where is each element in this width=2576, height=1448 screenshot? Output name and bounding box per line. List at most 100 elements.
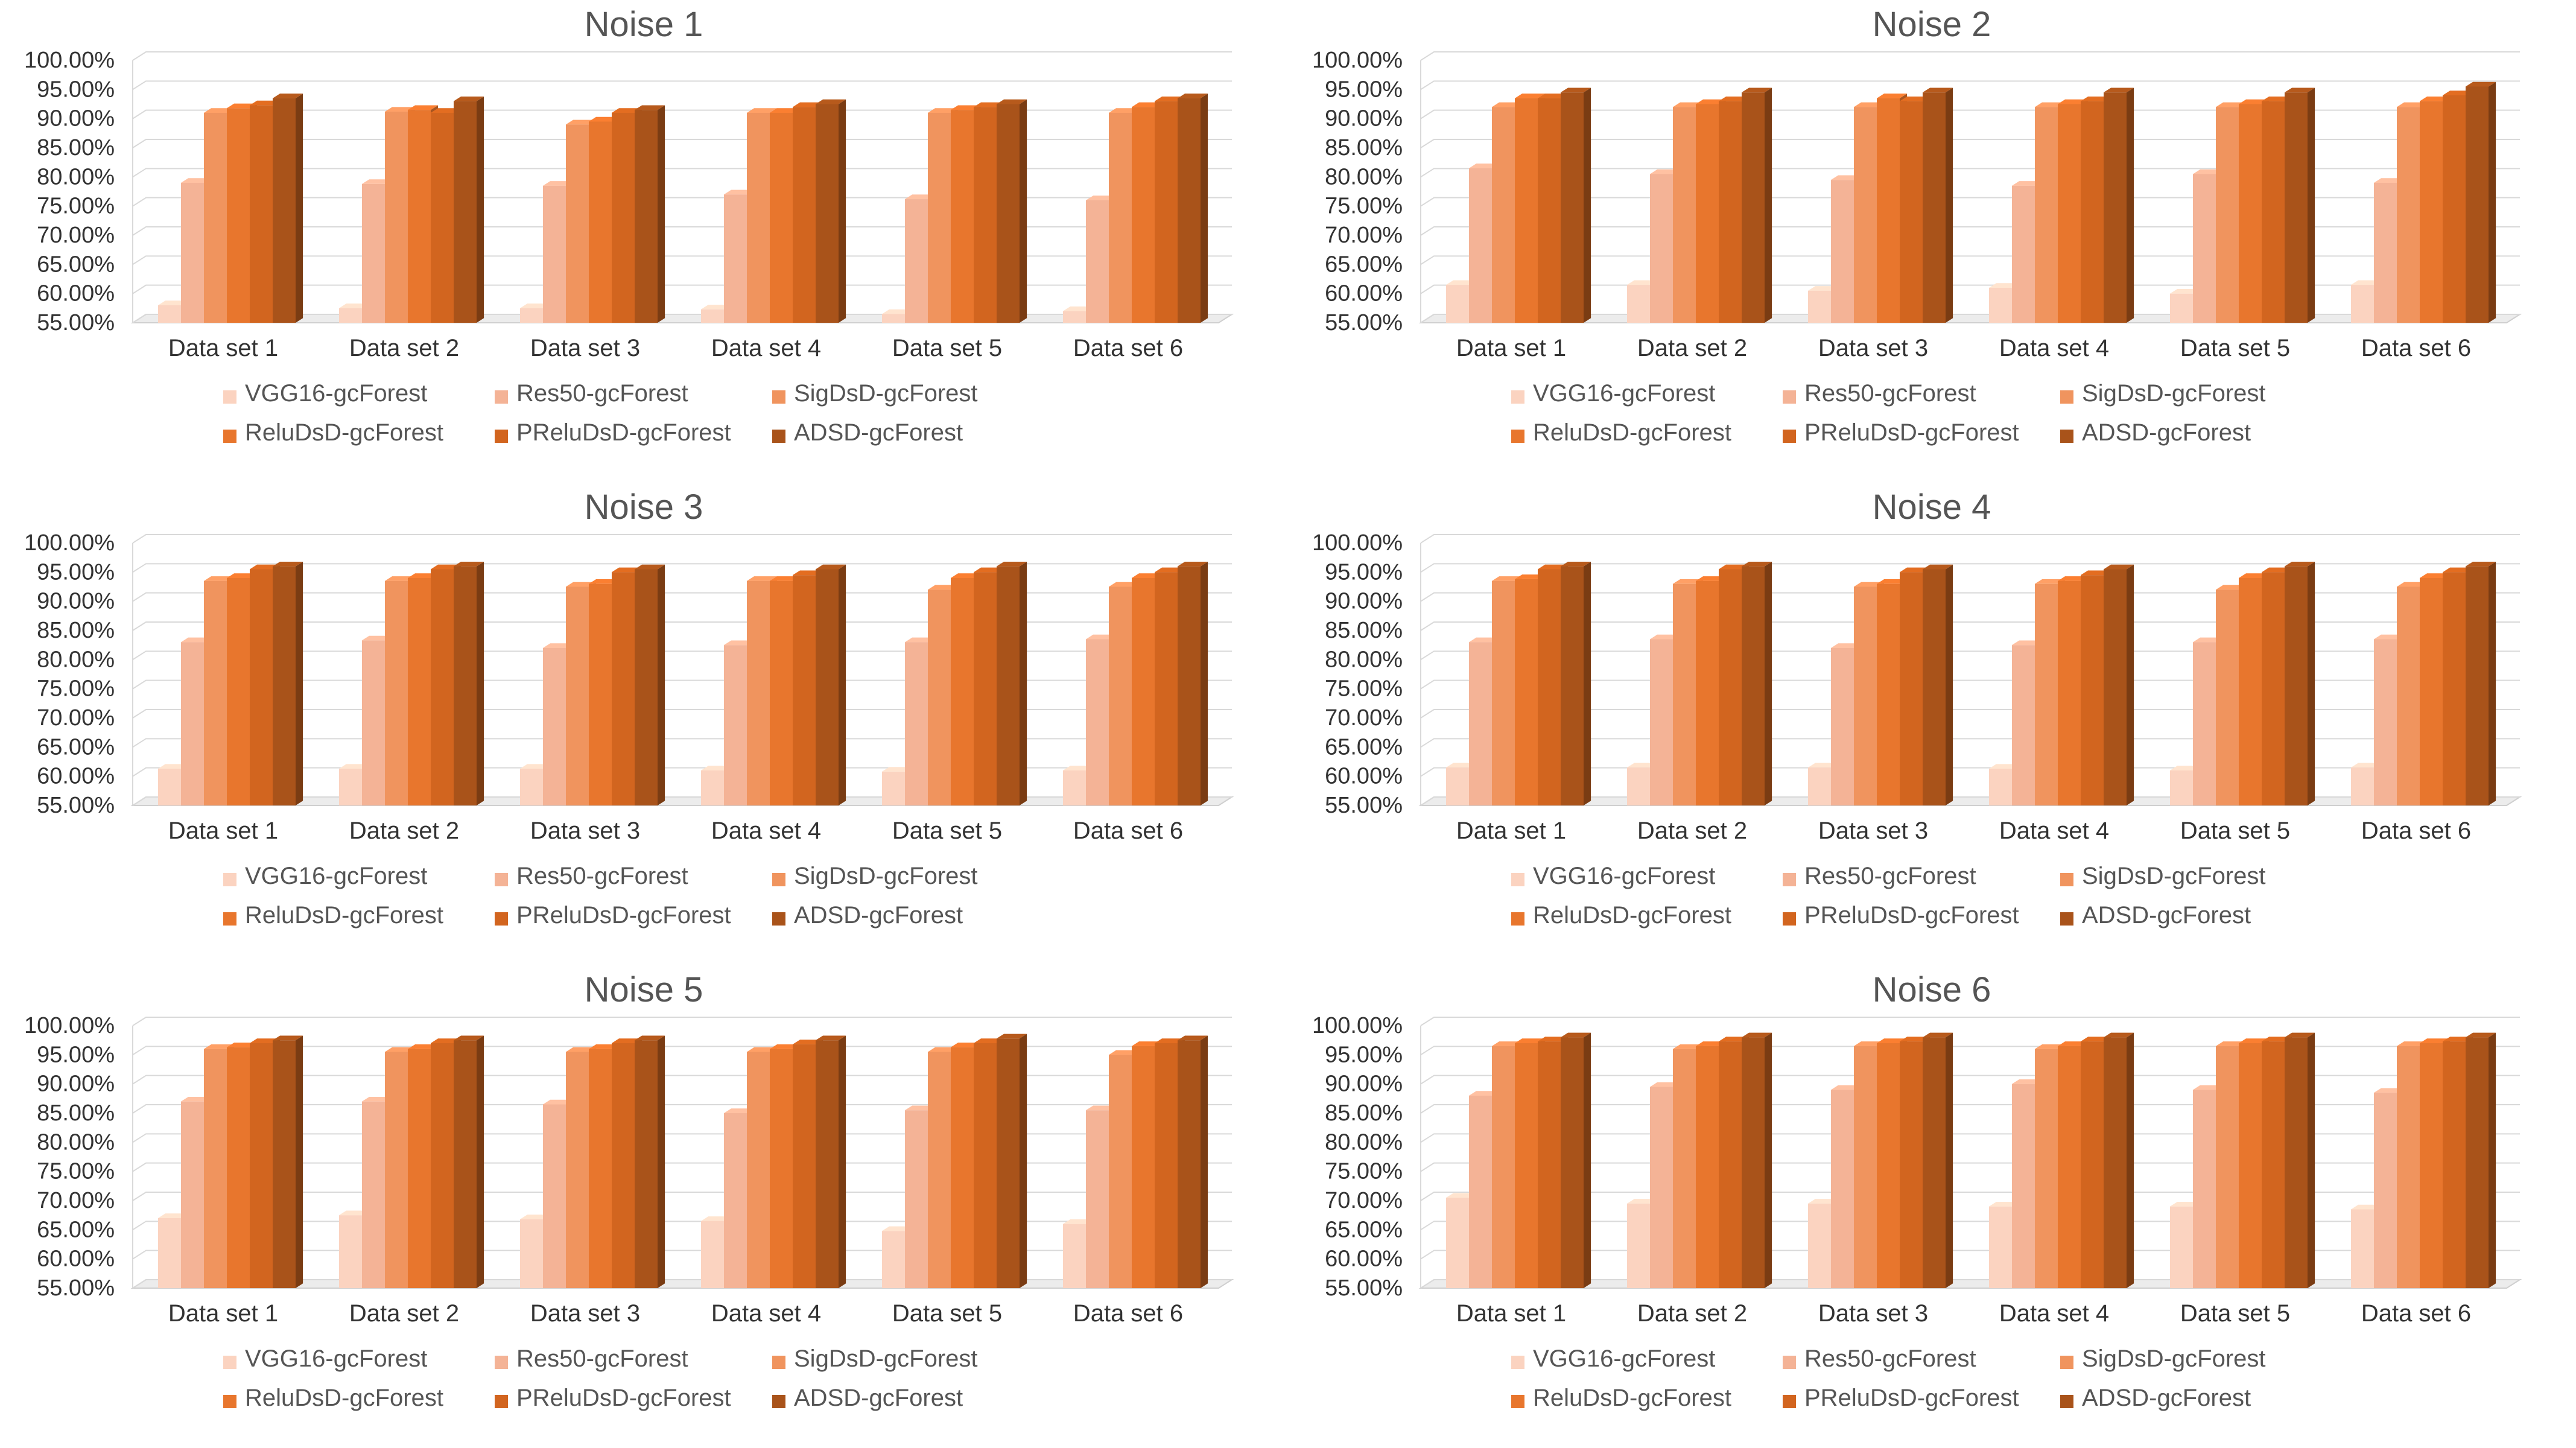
gridline <box>1420 621 2520 631</box>
bar-adsd-gcforest-data-set-4 <box>816 569 839 805</box>
bar-adsd-gcforest-data-set-4 <box>816 104 839 323</box>
bar-res50-gcforest-data-set-5 <box>2193 174 2216 323</box>
bar-top-sigdsd-gcforest-data-set-3 <box>1854 102 1885 107</box>
y-tick-label: 100.00% <box>24 48 115 73</box>
y-tick-label: 80.00% <box>1325 647 1403 672</box>
bar-reludsd-gcforest-data-set-3 <box>1877 1043 1900 1288</box>
legend-swatch-preludsd-gcforest <box>495 912 508 926</box>
bar-top-reludsd-gcforest-data-set-6 <box>2420 1038 2451 1043</box>
bar-top-res50-gcforest-data-set-2 <box>1650 1082 1681 1087</box>
bar-top-sigdsd-gcforest-data-set-3 <box>566 1047 597 1052</box>
bar-side-adsd-gcforest-data-set-5 <box>1020 561 1027 805</box>
bar-side-adsd-gcforest-data-set-6 <box>1201 1035 1208 1288</box>
legend-label-sigdsd-gcforest: SigDsD-gcForest <box>2082 1345 2266 1372</box>
bar-top-sigdsd-gcforest-data-set-6 <box>2397 1041 2428 1046</box>
bar-top-reludsd-gcforest-data-set-2 <box>408 1044 439 1049</box>
y-tick-label: 90.00% <box>1325 589 1403 614</box>
bar-preludsd-gcforest-data-set-4 <box>2081 1041 2104 1288</box>
legend-label-preludsd-gcforest: PReluDsD-gcForest <box>516 419 731 446</box>
bar-adsd-gcforest-data-set-3 <box>1923 92 1946 323</box>
gridline <box>132 1250 1232 1260</box>
bar-adsd-gcforest-data-set-6 <box>2466 86 2489 323</box>
bar-top-preludsd-gcforest-data-set-1 <box>250 564 281 570</box>
bar-adsd-gcforest-data-set-2 <box>454 101 477 323</box>
y-tick-label: 85.00% <box>37 1100 115 1126</box>
bar-top-preludsd-gcforest-data-set-2 <box>1719 564 1750 570</box>
gridline <box>132 314 1232 323</box>
bar-top-res50-gcforest-data-set-1 <box>181 637 212 643</box>
bar-vgg16-gcforest-data-set-5 <box>2170 293 2193 323</box>
y-tick-label: 85.00% <box>1325 618 1403 643</box>
bar-vgg16-gcforest-data-set-2 <box>1627 285 1650 323</box>
bar-adsd-gcforest-data-set-4 <box>2104 92 2127 323</box>
legend-swatch-res50-gcforest <box>1783 1356 1796 1369</box>
x-tick-label: Data set 4 <box>1999 1300 2109 1327</box>
bar-vgg16-gcforest-data-set-6 <box>2351 767 2374 805</box>
gridline <box>1420 1046 2520 1056</box>
bar-reludsd-gcforest-data-set-4 <box>2058 104 2081 323</box>
bar-preludsd-gcforest-data-set-5 <box>974 107 997 323</box>
legend-label-vgg16-gcforest: VGG16-gcForest <box>245 1345 427 1372</box>
bar-top-adsd-gcforest-data-set-2 <box>454 96 484 101</box>
y-tick-label: 55.00% <box>37 793 115 818</box>
bar-adsd-gcforest-data-set-2 <box>454 566 477 805</box>
bar-top-sigdsd-gcforest-data-set-3 <box>566 582 597 587</box>
legend-label-adsd-gcforest: ADSD-gcForest <box>794 419 963 446</box>
bar-side-adsd-gcforest-data-set-5 <box>2308 561 2315 805</box>
gridline <box>132 1017 1232 1026</box>
y-tick-label: 90.00% <box>37 106 115 132</box>
bar-vgg16-gcforest-data-set-5 <box>2170 770 2193 805</box>
bar-top-reludsd-gcforest-data-set-1 <box>1515 94 1546 98</box>
chart-title: Noise 6 <box>1873 970 1991 1009</box>
bar-side-adsd-gcforest-data-set-2 <box>477 561 484 805</box>
bar-sigdsd-gcforest-data-set-4 <box>2035 1049 2058 1288</box>
bar-top-sigdsd-gcforest-data-set-5 <box>928 585 959 590</box>
gridline <box>132 1162 1232 1172</box>
chart-title: Noise 1 <box>585 5 703 44</box>
bar-top-vgg16-gcforest-data-set-6 <box>1063 1219 1094 1224</box>
bar-top-preludsd-gcforest-data-set-6 <box>2443 91 2473 95</box>
x-tick-label: Data set 1 <box>1456 818 1566 844</box>
legend-swatch-res50-gcforest <box>495 390 508 404</box>
bar-top-sigdsd-gcforest-data-set-6 <box>2397 102 2428 107</box>
bar-sigdsd-gcforest-data-set-6 <box>2397 1046 2420 1288</box>
x-tick-label: Data set 3 <box>1818 1300 1928 1327</box>
legend-swatch-adsd-gcforest <box>772 1395 785 1408</box>
bar-adsd-gcforest-data-set-4 <box>2104 1037 2127 1288</box>
legend-swatch-reludsd-gcforest <box>1511 912 1524 926</box>
bar-top-reludsd-gcforest-data-set-1 <box>227 1043 258 1047</box>
gridline <box>1420 139 2520 148</box>
bar-top-adsd-gcforest-data-set-6 <box>2466 561 2496 567</box>
bar-reludsd-gcforest-data-set-1 <box>227 1047 250 1288</box>
bar-vgg16-gcforest-data-set-5 <box>882 771 905 805</box>
bar-top-res50-gcforest-data-set-2 <box>362 1096 393 1102</box>
bar-top-adsd-gcforest-data-set-5 <box>2285 87 2315 93</box>
x-tick-label: Data set 5 <box>892 818 1002 844</box>
bar-top-adsd-gcforest-data-set-2 <box>1742 561 1772 567</box>
bar-top-sigdsd-gcforest-data-set-5 <box>2216 1041 2247 1046</box>
bar-res50-gcforest-data-set-2 <box>1650 174 1673 323</box>
bar-res50-gcforest-data-set-2 <box>1650 1087 1673 1288</box>
x-tick-label: Data set 2 <box>349 818 459 844</box>
bar-sigdsd-gcforest-data-set-3 <box>566 1052 589 1288</box>
legend-label-sigdsd-gcforest: SigDsD-gcForest <box>2082 863 2266 889</box>
legend-label-res50-gcforest: Res50-gcForest <box>516 863 688 889</box>
bar-top-adsd-gcforest-data-set-4 <box>816 1035 846 1041</box>
bar-sigdsd-gcforest-data-set-3 <box>1854 107 1877 323</box>
bar-vgg16-gcforest-data-set-1 <box>1446 1198 1469 1288</box>
legend-label-preludsd-gcforest: PReluDsD-gcForest <box>1804 1385 2019 1411</box>
bar-top-res50-gcforest-data-set-5 <box>905 637 936 643</box>
bar-top-adsd-gcforest-data-set-4 <box>816 564 846 570</box>
legend-label-res50-gcforest: Res50-gcForest <box>516 1345 688 1372</box>
bar-sigdsd-gcforest-data-set-2 <box>385 1052 408 1288</box>
bar-side-adsd-gcforest-data-set-1 <box>296 1035 303 1288</box>
bar-res50-gcforest-data-set-1 <box>1469 1096 1492 1288</box>
bar-adsd-gcforest-data-set-4 <box>816 1040 839 1288</box>
bar-top-sigdsd-gcforest-data-set-6 <box>2397 582 2428 587</box>
bar-top-sigdsd-gcforest-data-set-4 <box>747 108 778 113</box>
legend-swatch-vgg16-gcforest <box>1511 1356 1524 1369</box>
legend-label-vgg16-gcforest: VGG16-gcForest <box>245 380 427 407</box>
y-tick-label: 65.00% <box>1325 1217 1403 1242</box>
bar-top-preludsd-gcforest-data-set-5 <box>2262 1037 2292 1042</box>
y-tick-label: 75.00% <box>37 676 115 702</box>
